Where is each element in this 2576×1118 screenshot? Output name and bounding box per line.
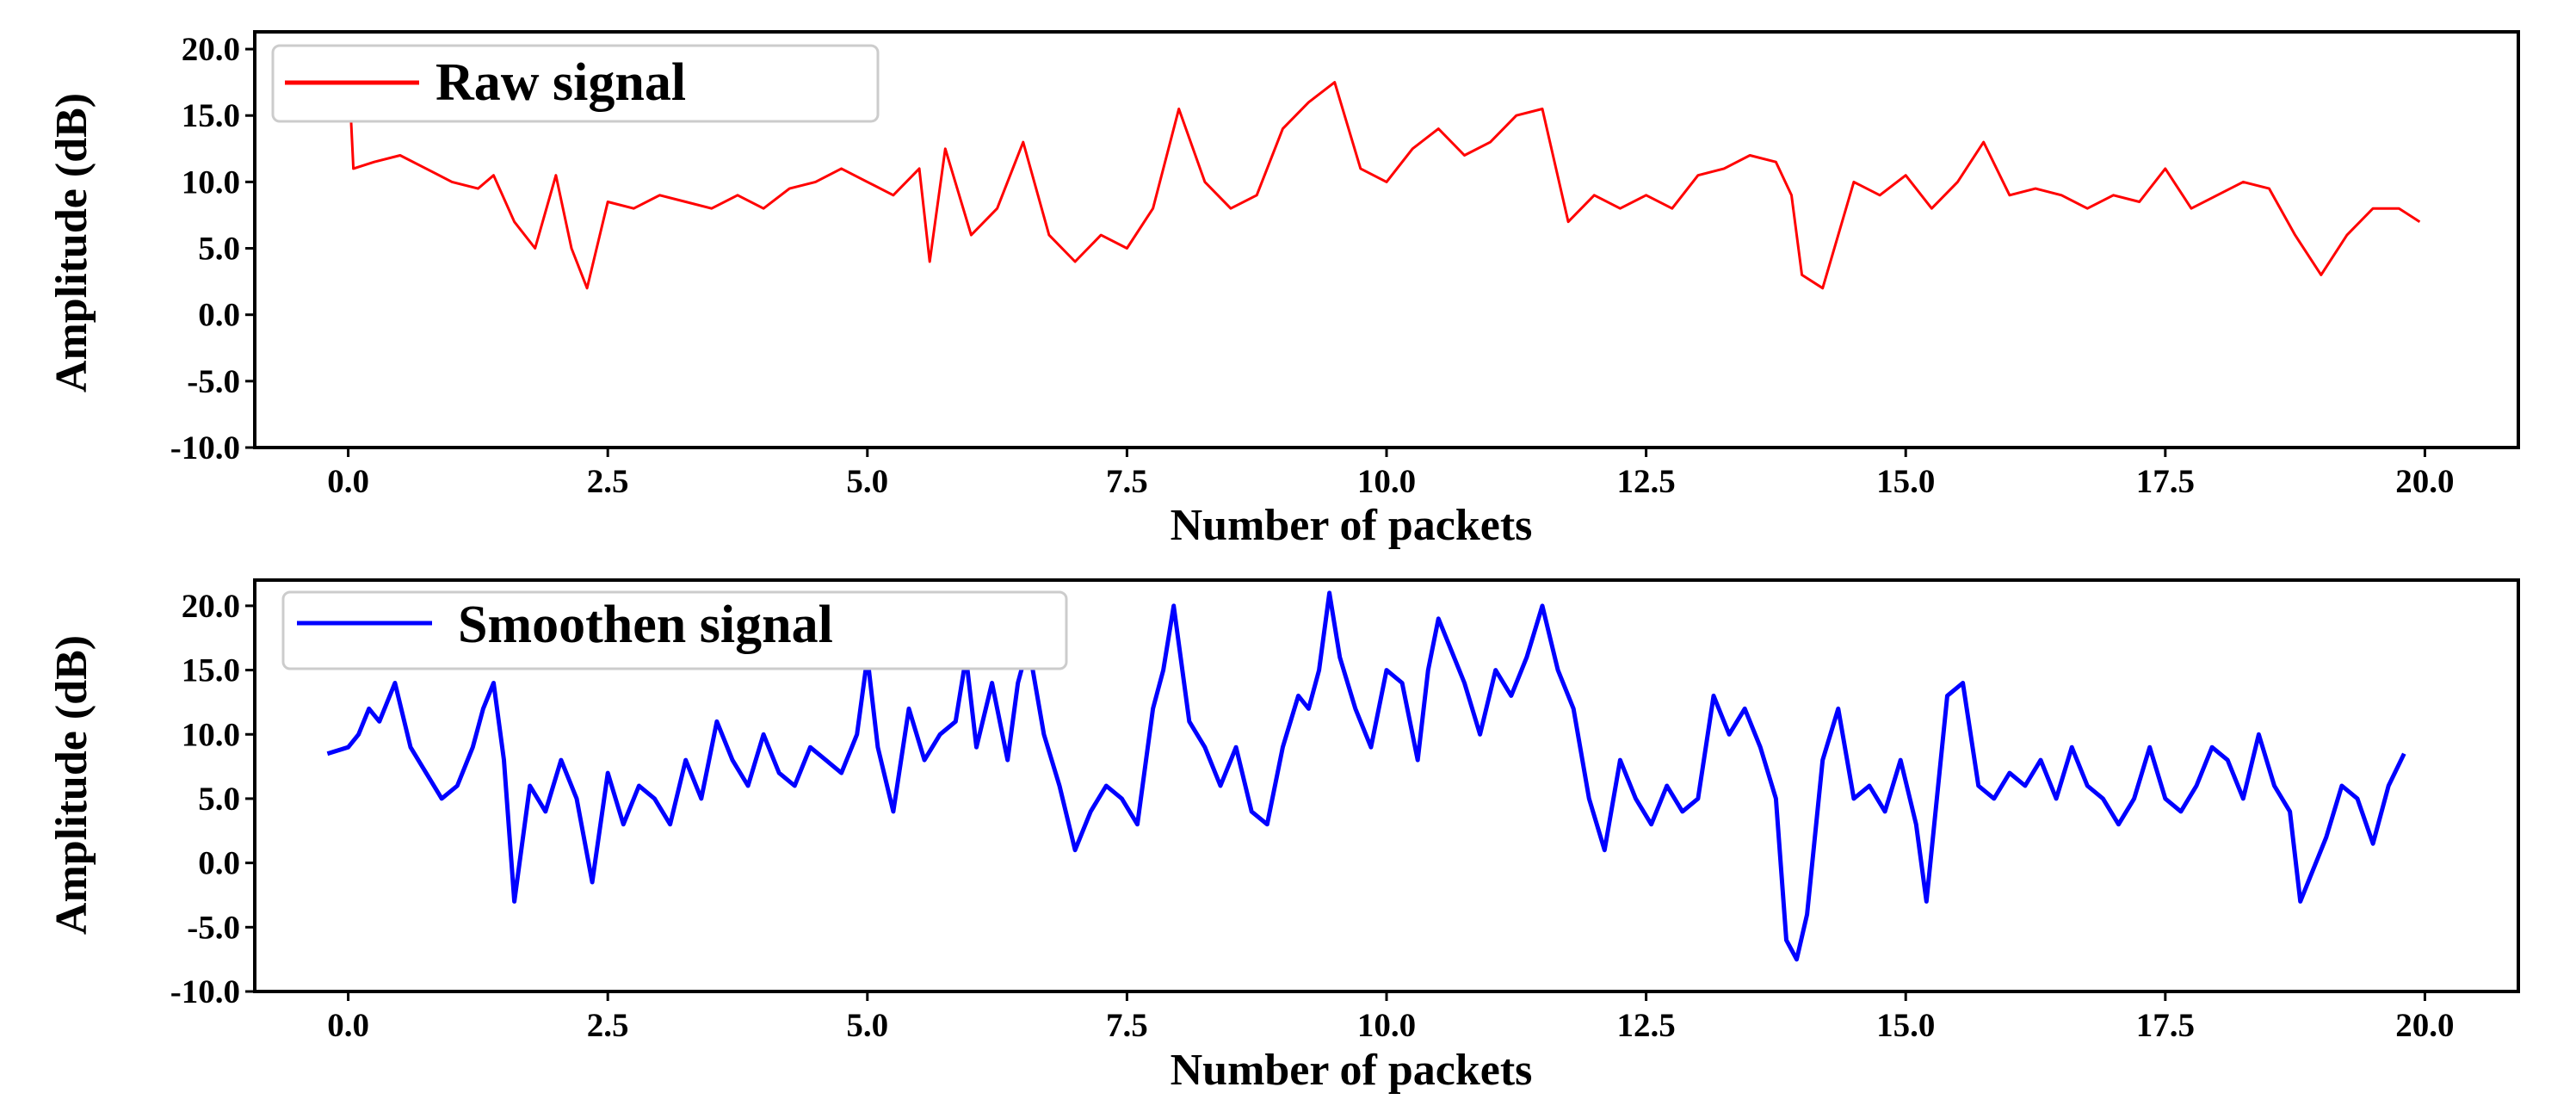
y-tick-label: 15.0 xyxy=(182,97,240,134)
y-tick-label: 10.0 xyxy=(182,716,240,753)
y-tick-label: 15.0 xyxy=(182,652,240,689)
x-tick-label: 12.5 xyxy=(1616,463,1675,500)
x-tick-label: 7.5 xyxy=(1106,1007,1148,1044)
series-line-0 xyxy=(347,62,2421,290)
y-tick-label: 0.0 xyxy=(198,297,240,334)
x-tick-label: 17.5 xyxy=(2136,463,2195,500)
y-tick-label: 5.0 xyxy=(198,231,240,268)
y-axis-label: Amplitude (dB) xyxy=(47,93,96,392)
y-tick-label: 20.0 xyxy=(182,588,240,625)
x-tick-label: 5.0 xyxy=(846,1007,888,1044)
legend: Smoothen signal xyxy=(281,590,1068,670)
x-tick-label: 5.0 xyxy=(846,463,888,500)
plot-marks xyxy=(347,62,2421,290)
raw-signal-chart: 0.0 2.5 5.0 7.5 10.0 12.5 15.0 17.5 20.0 -10.0 -5.… xyxy=(47,30,2520,550)
x-tick-label: 7.5 xyxy=(1106,463,1148,500)
legend-label: Raw signal xyxy=(436,53,686,112)
x-tick-label: 2.5 xyxy=(587,463,629,500)
y-axis-label: Amplitude (dB) xyxy=(47,635,96,935)
y-tick-label: 10.0 xyxy=(182,164,240,201)
legend-box xyxy=(281,590,1068,670)
y-tick-label: -10.0 xyxy=(170,429,240,466)
x-tick-label: 0.0 xyxy=(327,463,369,500)
y-tick-label: 0.0 xyxy=(198,845,240,882)
x-tick-label: 2.5 xyxy=(587,1007,629,1044)
x-tick-label: 0.0 xyxy=(327,1007,369,1044)
x-tick-label: 10.0 xyxy=(1357,1007,1416,1044)
y-tick-label: -10.0 xyxy=(170,973,240,1010)
x-axis-label: Number of packets xyxy=(1171,1046,1533,1095)
x-tick-label: 10.0 xyxy=(1357,463,1416,500)
legend-label: Smoothen signal xyxy=(458,596,833,654)
x-tick-label: 20.0 xyxy=(2395,1007,2454,1044)
series-line-0 xyxy=(326,590,2406,962)
x-tick-label: 15.0 xyxy=(1876,1007,1935,1044)
x-tick-label: 12.5 xyxy=(1616,1007,1675,1044)
x-axis-label: Number of packets xyxy=(1171,501,1533,550)
smoothen-signal-chart: 0.0 2.5 5.0 7.5 10.0 12.5 15.0 17.5 20.0 -10.0 -5.… xyxy=(47,578,2520,1095)
y-tick-label: 5.0 xyxy=(198,781,240,818)
y-tick-label: -5.0 xyxy=(187,909,240,946)
y-tick-label: 20.0 xyxy=(182,31,240,68)
y-tick-label: -5.0 xyxy=(187,363,240,400)
x-tick-label: 20.0 xyxy=(2395,463,2454,500)
axis-ticks: 0.0 2.5 5.0 7.5 10.0 12.5 15.0 17.5 20.0 -10.0 -5.… xyxy=(170,588,2455,1044)
x-tick-label: 17.5 xyxy=(2136,1007,2195,1044)
legend-box xyxy=(271,44,880,123)
x-tick-label: 15.0 xyxy=(1876,463,1935,500)
plot-marks xyxy=(326,590,2406,962)
legend: Raw signal xyxy=(271,44,880,123)
axis-ticks: 0.0 2.5 5.0 7.5 10.0 12.5 15.0 17.5 20.0 -10.0 -5.… xyxy=(170,31,2455,500)
